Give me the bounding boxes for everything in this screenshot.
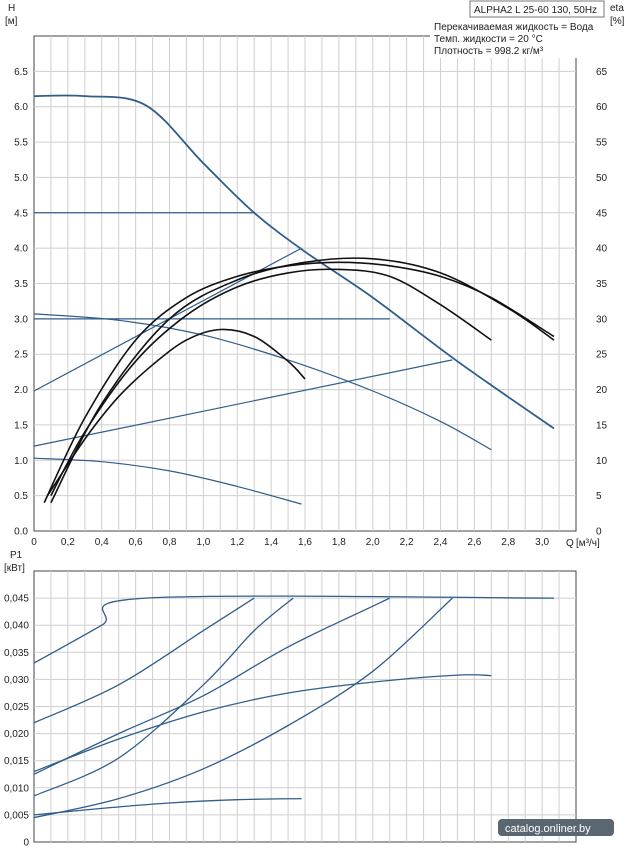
head-curve [33,94,555,430]
x-tick-label: 1,6 [298,537,312,548]
power-y-tick-label: 0,020 [4,729,29,740]
y2-tick-label: 15 [596,420,608,431]
y2-tick-label: 50 [596,173,608,184]
power-panel: 0 0,005 0,010 0,015 0,020 0,025 0,030 0,035 0,04… [4,550,577,849]
x-tick-label: 2,8 [501,537,515,548]
y-tick-label: 3.5 [14,279,28,290]
x-tick-label: 0,6 [129,537,143,548]
power-y-tick-label: 0,015 [4,756,29,767]
y-tick-label: 1.5 [14,420,28,431]
y-tick-labels: 0.0 0.5 1.0 1.5 2.0 2.5 3.0 3.5 4.0 4.5 5.0 5.5 6.0 6… [14,67,28,538]
chart-title: ALPHA2 L 25-60 130, 50Hz [474,5,597,16]
y-tick-label: 5.0 [14,173,28,184]
x-tick-label: 2,0 [366,537,380,548]
y2-tick-label: 40 [596,244,608,255]
y-axis-unit: [м] [5,16,18,27]
efficiency-curve [50,268,492,496]
y2-tick-label: 0 [596,527,602,538]
x-tick-label: 2,6 [467,537,481,548]
power-y-tick-label: 0 [23,838,29,849]
x-axis-label: Q [566,538,574,549]
y-tick-label: 6.0 [14,102,28,113]
power-curve [33,597,255,724]
power-y-axis-unit: [кВт] [4,563,25,574]
x-tick-label: 1,8 [332,537,346,548]
title-box [469,0,605,18]
power-y-tick-label: 0,040 [4,621,29,632]
power-curve [33,597,390,775]
head-curve [33,359,453,447]
y-tick-label: 5.5 [14,138,28,149]
info-line-density: Плотность = 998.2 кг/м³ [434,46,544,57]
x-tick-label: 1,2 [230,537,244,548]
y2-tick-label: 20 [596,385,608,396]
power-y-axis-label: P1 [10,550,23,561]
x-tick-label: 2,4 [434,537,448,548]
y2-tick-labels: 0 5 10 15 20 25 30 35 40 45 50 55 60 65 [596,67,608,538]
y-tick-label: 2.0 [14,385,28,396]
efficiency-curve [46,328,306,497]
x-tick-label: 0,8 [163,537,177,548]
x-tick-labels: 0 0,2 0,4 0,6 0,8 1,0 1,2 1,4 1,6 1,8 2,0 2,2 2,4 2,6… [31,537,549,548]
x-tick-label: 0,2 [61,537,75,548]
y-tick-label: 0.0 [14,527,28,538]
head-curve [33,457,302,505]
power-y-tick-labels: 0 0,005 0,010 0,015 0,020 0,025 0,030 0,035 0,04… [4,594,29,849]
x-tick-label: 1,4 [264,537,278,548]
y-tick-label: 2.5 [14,350,28,361]
y2-tick-label: 45 [596,208,608,219]
power-y-tick-label: 0,030 [4,675,29,686]
x-tick-label: 1,0 [196,537,210,548]
head-panel: 0 0,2 0,4 0,6 0,8 1,0 1,2 1,4 1,6 1,8 2,0 2,2 2,4 2,6… [5,0,625,549]
y2-tick-label: 60 [596,102,608,113]
y-tick-label: 4.5 [14,208,28,219]
info-box [430,18,604,58]
y2-tick-label: 25 [596,350,608,361]
power-curve [33,674,492,773]
y-tick-label: 3.0 [14,314,28,325]
x-tick-label: 0,4 [95,537,109,548]
x-tick-label: 0 [31,537,37,548]
x-tick-label: 2,2 [400,537,414,548]
y-tick-label: 6.5 [14,67,28,78]
y-tick-label: 1.0 [14,456,28,467]
y2-axis-label: eta [610,3,624,14]
power-y-tick-label: 0,005 [4,810,29,821]
x-tick-label: 3,0 [535,537,549,548]
watermark: catalog.onliner.by [498,819,614,836]
power-y-tick-label: 0,035 [4,648,29,659]
y2-tick-label: 65 [596,67,608,78]
y-tick-label: 4.0 [14,244,28,255]
power-series [33,595,555,819]
y2-tick-label: 35 [596,279,608,290]
power-curve [33,797,302,816]
y-axis-label: H [8,3,15,14]
info-line-fluid: Перекачиваемая жидкость = Вода [434,22,594,33]
power-curve [33,597,453,819]
y2-tick-label: 5 [596,491,602,502]
power-curve [33,595,555,664]
y2-tick-label: 10 [596,456,608,467]
head-grid [34,36,576,531]
y2-tick-label: 55 [596,138,608,149]
y-tick-label: 0.5 [14,491,28,502]
power-y-tick-label: 0,010 [4,783,29,794]
power-y-tick-label: 0,045 [4,594,29,605]
x-axis-unit: [м³/ч] [576,538,600,549]
power-curve [33,597,294,797]
power-y-tick-label: 0,025 [4,702,29,713]
head-series [33,94,555,505]
watermark-badge [498,819,614,836]
y2-axis-unit: [%] [610,16,625,27]
y2-tick-label: 30 [596,314,608,325]
watermark-text: catalog.onliner.by [505,823,591,835]
info-line-temperature: Темп. жидкости = 20 °C [434,34,543,45]
efficiency-curve [50,257,555,504]
